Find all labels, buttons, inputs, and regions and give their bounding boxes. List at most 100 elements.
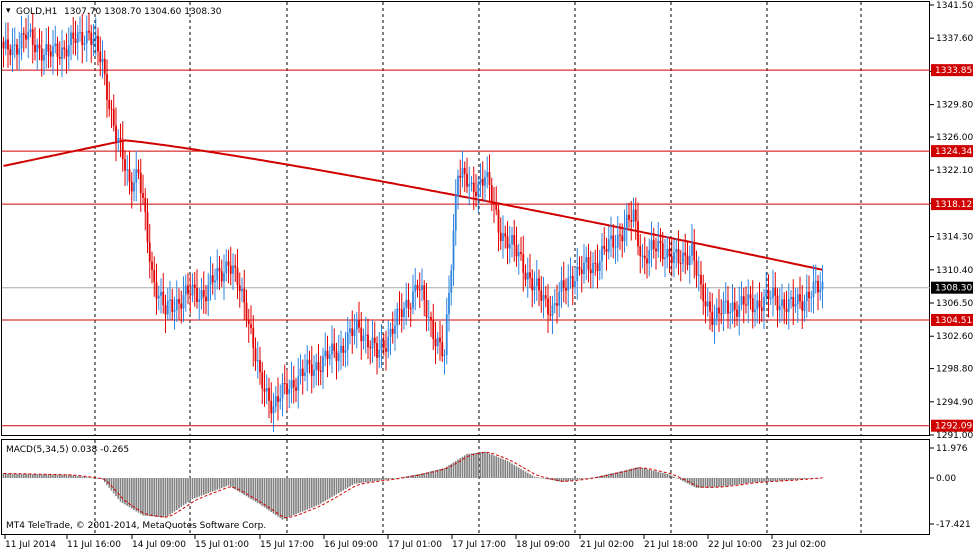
macd-bar	[787, 478, 790, 481]
candle	[441, 324, 444, 363]
candle	[481, 161, 484, 201]
candle	[216, 249, 219, 290]
macd-bar	[776, 478, 779, 481]
macd-bar	[317, 478, 320, 505]
candle	[319, 355, 322, 386]
macd-bar	[351, 478, 354, 486]
macd-bar	[774, 478, 777, 482]
macd-bar	[88, 477, 90, 478]
candle	[63, 40, 66, 59]
candle	[40, 31, 43, 77]
candle	[774, 272, 777, 306]
macd-bar	[272, 478, 275, 514]
macd-bar	[200, 478, 203, 496]
macd-bar	[684, 478, 687, 483]
macd-bar	[673, 476, 675, 478]
candle	[571, 266, 574, 306]
macd-bar	[436, 469, 439, 478]
candle	[556, 284, 558, 324]
macd-bar	[693, 478, 696, 487]
macd-bar	[268, 478, 270, 511]
macd-axis: 11.976 0.00 -17.421	[930, 444, 971, 530]
candle	[655, 237, 657, 270]
candle	[301, 359, 304, 395]
candle	[340, 330, 342, 370]
candle	[803, 294, 806, 322]
time-axis: 11 Jul 2014 11 Jul 16:00 14 Jul 09:00 15 Ju…	[4, 535, 826, 550]
macd-bar	[283, 478, 286, 519]
candle	[106, 59, 108, 118]
time-tick-label: 21 Jul 02:00	[580, 540, 634, 550]
candle	[355, 312, 358, 349]
price-tick-label: 1294.90	[936, 398, 973, 408]
candle	[724, 282, 727, 314]
macd-bar	[574, 478, 576, 481]
candle	[36, 38, 39, 70]
candle	[25, 18, 27, 49]
ohlc-label: 1307.70 1308.70 1304.60 1308.30	[64, 7, 222, 17]
candle	[263, 370, 266, 407]
macd-bar	[729, 478, 732, 486]
chart-menu-icon[interactable]: ▾	[6, 6, 11, 16]
candle	[31, 12, 34, 64]
macd-bar	[666, 473, 669, 478]
candle	[418, 272, 421, 308]
level-price-tag	[931, 64, 973, 77]
candle	[810, 290, 813, 313]
main-pane[interactable]	[1, 1, 930, 436]
macd-bar	[187, 478, 189, 503]
macd-bar	[610, 473, 612, 478]
candle	[326, 335, 329, 378]
candle	[65, 33, 68, 74]
macd-bar	[484, 451, 486, 478]
signal-line	[3, 451, 823, 519]
candle	[130, 172, 133, 209]
candle	[468, 166, 471, 206]
candle	[718, 289, 720, 332]
time-tick-label: 15 Jul 01:00	[195, 540, 249, 550]
macd-bar	[821, 477, 824, 478]
macd-bar	[432, 470, 435, 478]
macd-bar	[414, 474, 417, 478]
macd-bar	[695, 478, 698, 489]
macd-bar	[427, 471, 430, 478]
candle	[232, 253, 234, 291]
macd-bar	[643, 468, 646, 478]
candle	[322, 347, 324, 389]
candle	[385, 330, 387, 371]
candle	[628, 202, 630, 228]
candle	[432, 303, 435, 351]
macd-bar	[112, 478, 115, 494]
candle	[547, 284, 549, 333]
candle	[486, 156, 489, 189]
candle	[245, 289, 248, 328]
macd-bar	[711, 478, 714, 488]
candle	[619, 223, 621, 250]
macd-bar	[9, 473, 12, 478]
macd-bar	[477, 452, 480, 478]
price-tick-label: 1322.10	[936, 166, 973, 176]
copyright-text: MT4 TeleTrade, © 2001-2014, MetaQuotes S…	[6, 521, 266, 531]
macd-bar	[333, 478, 336, 496]
candle	[387, 320, 390, 359]
macd-bar	[97, 478, 99, 479]
candle	[54, 25, 57, 54]
macd-bar	[630, 468, 633, 478]
price-tick-label: 1310.40	[936, 266, 973, 276]
macd-bar	[515, 466, 518, 478]
macd-bar	[562, 478, 565, 482]
candle	[7, 22, 9, 68]
macd-bar	[61, 474, 63, 478]
macd-bar	[506, 460, 509, 478]
macd-bar	[682, 478, 684, 482]
candle	[74, 20, 77, 56]
macd-bar	[108, 478, 111, 488]
candle	[812, 264, 815, 314]
candle	[693, 229, 696, 279]
macd-bar	[250, 478, 252, 499]
macd-bar	[749, 478, 752, 483]
macd-bar	[808, 478, 810, 479]
macd-bar	[702, 478, 705, 488]
candle	[376, 336, 378, 375]
